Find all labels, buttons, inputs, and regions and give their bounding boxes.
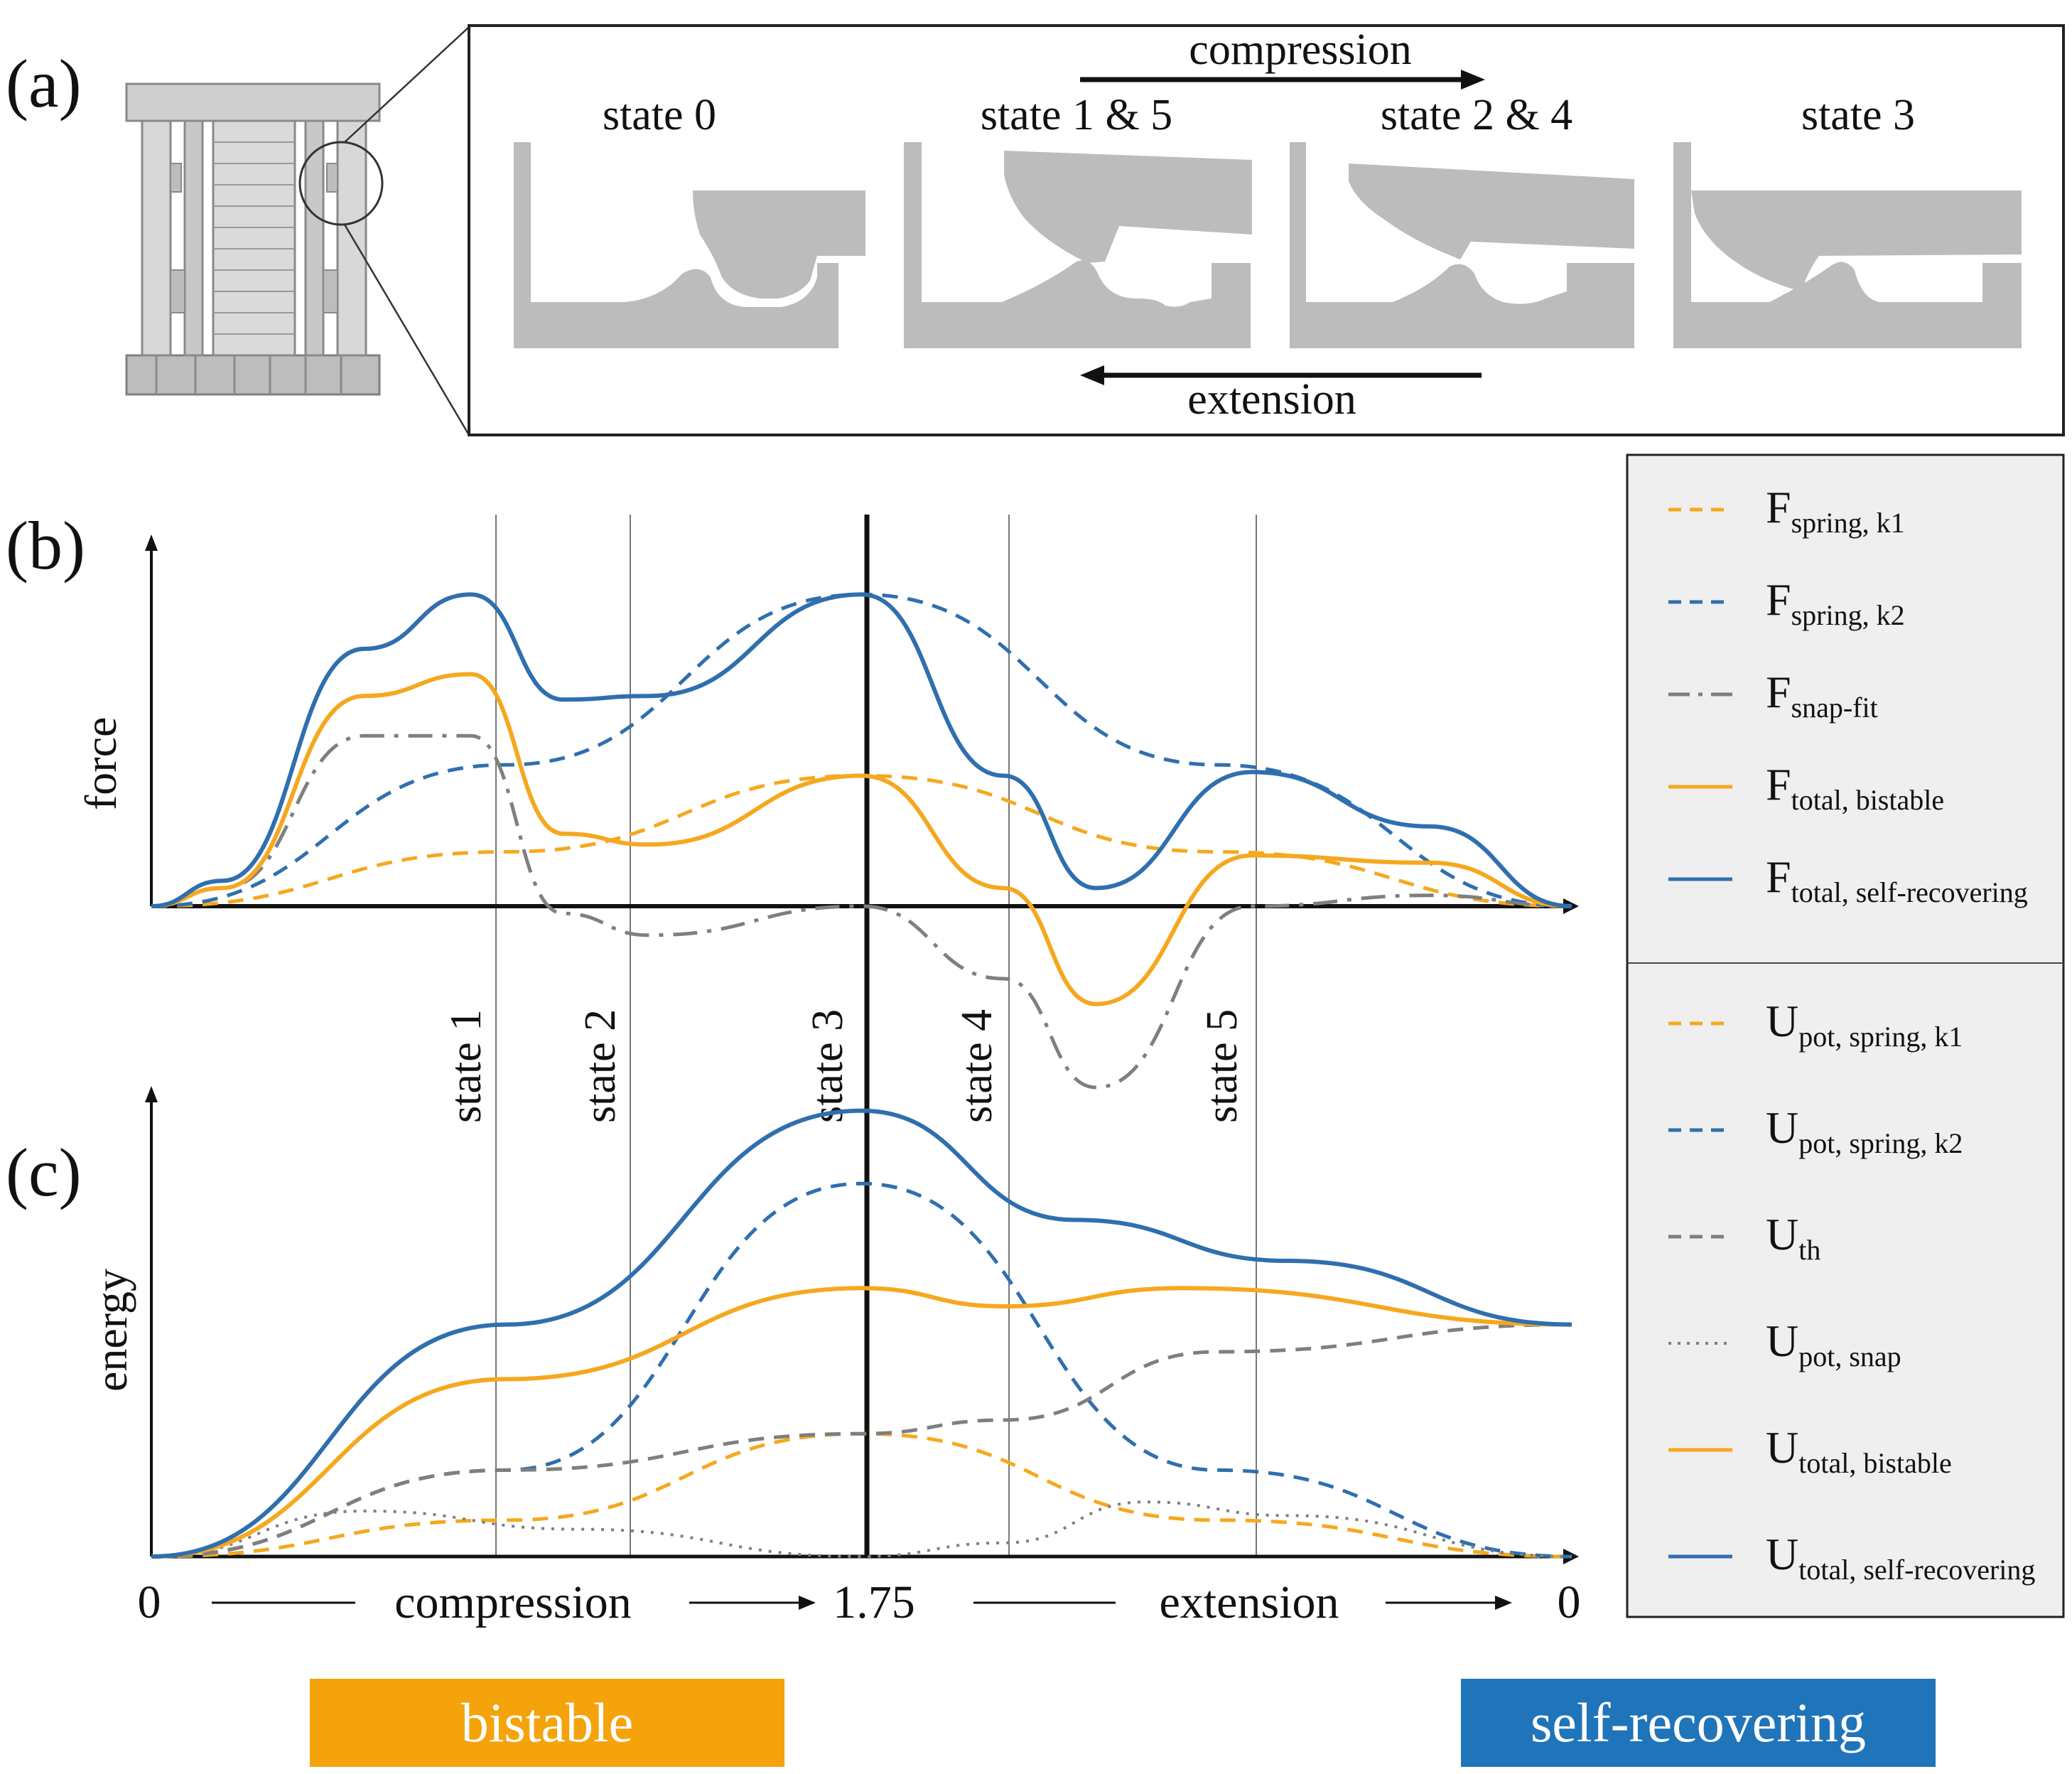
force-axis-title: force: [75, 717, 126, 810]
state-marker-3: state 3: [804, 1009, 852, 1123]
x-phase-left: compression: [394, 1576, 632, 1628]
state-2-4-label: state 2 & 4: [1381, 91, 1572, 139]
bistable-badge: [310, 1679, 784, 1767]
energy-series-4: [151, 1500, 1572, 1559]
panel-label-c: (c): [6, 1134, 82, 1210]
force-series-4: [151, 672, 1572, 1006]
extension-arrow-label: extension: [1187, 375, 1356, 424]
legend-box: [1626, 453, 2065, 1618]
legend-label-force-5: Ftotal, self-recovering: [1766, 851, 2028, 908]
x-tick-mid: 1.75: [833, 1576, 915, 1628]
state-1-5-label: state 1 & 5: [981, 91, 1172, 139]
energy-curves: [151, 1108, 1572, 1559]
state-marker-2: state 2: [576, 1009, 625, 1123]
compression-arrowhead: [1461, 70, 1485, 90]
legend-label-energy-2: Upot, spring, k2: [1766, 1102, 1963, 1159]
energy-series-2: [151, 1181, 1572, 1559]
state-3-label: state 3: [1801, 91, 1915, 139]
x-tick-start: 0: [138, 1576, 161, 1628]
legend-label-energy-4: Upot, snap: [1766, 1316, 1901, 1372]
x-tick-end: 0: [1558, 1576, 1581, 1628]
energy-series-1: [151, 1431, 1572, 1559]
bistable-badge-label: bistable: [461, 1692, 634, 1753]
mechanism-drawing: [125, 82, 381, 396]
state-marker-4: state 4: [953, 1009, 1001, 1123]
legend-label-energy-5: Utotal, bistable: [1766, 1422, 1952, 1479]
panel-label-b: (b): [6, 507, 85, 584]
energy-series-3: [151, 1323, 1572, 1559]
snap-fit-state-0: [514, 142, 865, 348]
x-phase-left-arrowhead: [799, 1596, 816, 1610]
force-series-1: [151, 773, 1572, 908]
legend-label-force-2: Fspring, k2: [1766, 574, 1905, 631]
self-recovering-badge: [1461, 1679, 1936, 1767]
compression-arrow-label: compression: [1189, 26, 1411, 74]
state-0-label: state 0: [603, 91, 716, 139]
state-marker-5: state 5: [1198, 1009, 1246, 1123]
energy-series-6: [151, 1108, 1572, 1559]
legend-label-force-4: Ftotal, bistable: [1766, 759, 1944, 816]
energy-y-arrowhead: [145, 1086, 158, 1102]
legend-label-energy-6: Utotal, self-recovering: [1766, 1529, 2035, 1586]
force-series-5: [151, 592, 1572, 908]
snap-fit-state-1-5: [904, 142, 1252, 348]
extension-arrowhead: [1080, 365, 1104, 385]
snap-fit-state-2-4: [1290, 142, 1634, 348]
force-curves: [151, 592, 1572, 1090]
legend-label-force-3: Fsnap-fit: [1766, 667, 1878, 724]
snap-fit-state-3: [1673, 142, 2022, 348]
force-y-arrowhead: [145, 534, 158, 551]
detail-circle: [298, 141, 384, 226]
legend-label-energy-3: Uth: [1766, 1209, 1820, 1266]
legend-label-energy-1: Upot, spring, k1: [1766, 996, 1963, 1053]
panel-label-a: (a): [6, 45, 82, 122]
legend-items: Fspring, k1 Fspring, k2 Fsnap-fit Ftotal, b…: [1668, 482, 2035, 1586]
x-phase-right-arrowhead: [1495, 1596, 1512, 1610]
state-marker-1: state 1: [442, 1009, 490, 1123]
zoom-line-top: [344, 26, 470, 143]
force-series-3: [151, 733, 1572, 1090]
legend-label-force-1: Fspring, k1: [1766, 482, 1905, 539]
self-recovering-badge-label: self-recovering: [1531, 1692, 1866, 1753]
energy-axis-title: energy: [86, 1269, 136, 1392]
x-phase-right: extension: [1160, 1576, 1339, 1628]
energy-series-5: [151, 1286, 1572, 1559]
zoom-line-bottom: [343, 224, 470, 436]
